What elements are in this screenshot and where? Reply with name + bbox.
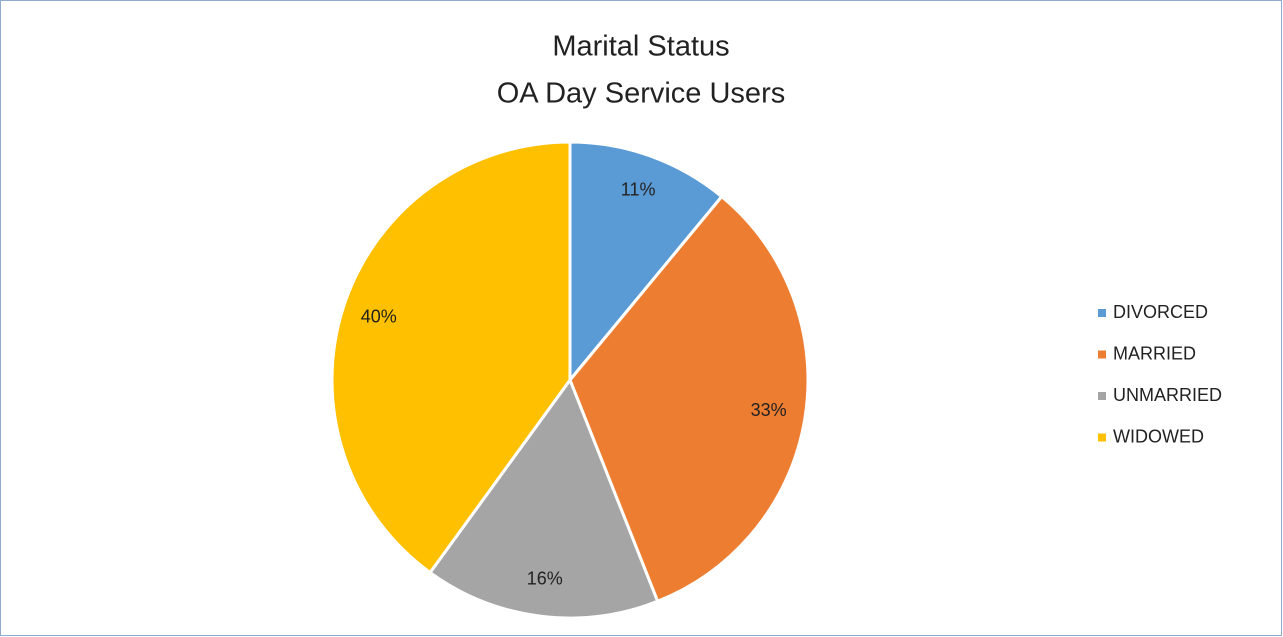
pie-slice: [568, 194, 810, 604]
data-label: 11%: [621, 180, 656, 200]
legend-swatch: [1098, 392, 1106, 400]
pie-slice: [330, 140, 572, 575]
legend-swatch: [1098, 350, 1106, 359]
pie-slice: [428, 376, 660, 620]
data-label: 16%: [527, 568, 563, 588]
data-label: 33%: [751, 400, 787, 420]
legend-label: UNMARRIED: [1113, 385, 1222, 405]
data-label: 40%: [361, 307, 397, 327]
pie-slice: [568, 140, 724, 385]
chart-title: OA Day Service Users: [497, 78, 785, 110]
legend-swatch: [1098, 309, 1106, 317]
legend-label: MARRIED: [1113, 343, 1196, 363]
legend-label: WIDOWED: [1113, 426, 1204, 446]
legend-swatch: [1098, 433, 1106, 442]
chart-title: Marital Status: [552, 31, 729, 63]
legend-label: DIVORCED: [1113, 302, 1208, 322]
